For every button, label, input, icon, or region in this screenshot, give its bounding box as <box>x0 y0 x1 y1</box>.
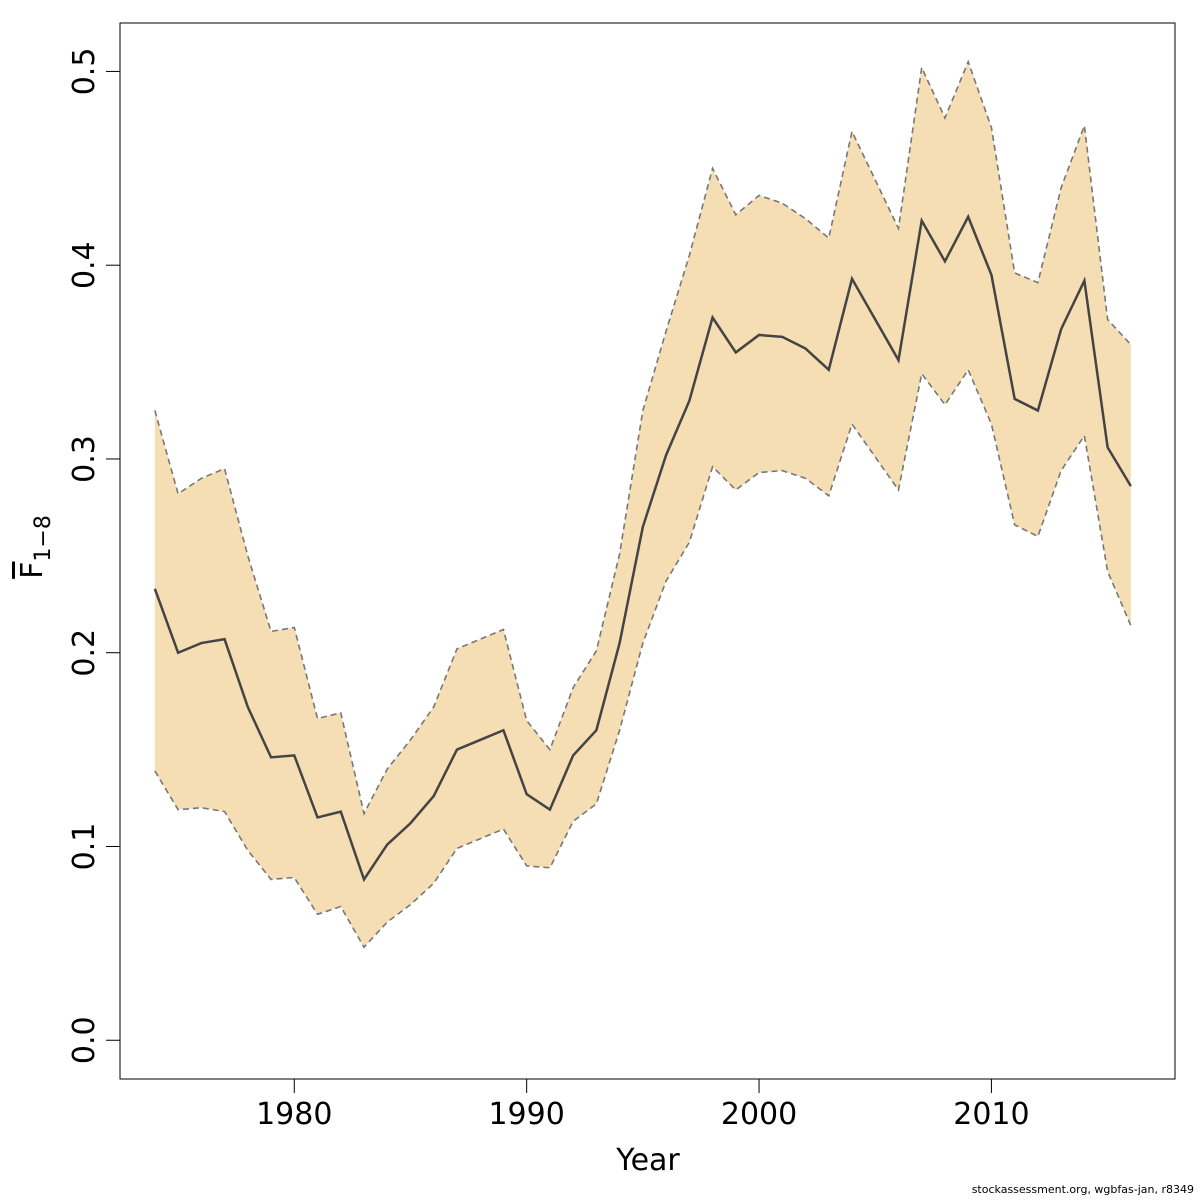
estimate-line <box>153 213 1132 883</box>
y-tick-label-group: 0.2 <box>67 629 102 677</box>
y-tick-label: 0.3 <box>67 435 102 483</box>
y-tick-label: 0.4 <box>67 241 102 289</box>
x-tick-label: 2010 <box>953 1097 1029 1132</box>
y-tick-label-group: 0.4 <box>67 241 102 289</box>
x-axis-title: Year <box>615 1143 680 1178</box>
lower-bound-line <box>154 368 1132 949</box>
upper-bound-line <box>154 59 1132 816</box>
x-tick-label: 2000 <box>721 1097 797 1132</box>
y-tick-label: 0.1 <box>67 823 102 871</box>
x-tick-label: 1980 <box>256 1097 332 1132</box>
confidence-band-layer <box>154 61 1131 948</box>
credit-text: stockassessment.org, wgbfas-jan, r8349 <box>971 1183 1194 1196</box>
y-tick-label-group: 0.3 <box>67 435 102 483</box>
y-tick-label: 0.0 <box>67 1016 102 1064</box>
y-tick-label: 0.2 <box>67 629 102 677</box>
y-tick-label: 0.5 <box>67 48 102 96</box>
svg-text:F1−8: F1−8 <box>15 515 56 579</box>
series-line-layer <box>153 59 1132 949</box>
y-tick-label-group: 0.5 <box>67 48 102 96</box>
y-axis: 0.0 0.1 0.2 0.3 0.4 0.5 <box>67 48 121 1064</box>
y-axis-title-subscript: 1−8 <box>31 515 56 561</box>
y-tick-label-group: 0.0 <box>67 1016 102 1064</box>
x-axis: 1980 1990 2000 2010 <box>256 1078 1030 1132</box>
y-tick-label-group: 0.1 <box>67 823 102 871</box>
x-tick-label: 1990 <box>488 1097 564 1132</box>
confidence-band <box>154 61 1131 948</box>
y-axis-title: F1−8 <box>15 515 56 579</box>
y-axis-title-main: F <box>15 562 50 579</box>
